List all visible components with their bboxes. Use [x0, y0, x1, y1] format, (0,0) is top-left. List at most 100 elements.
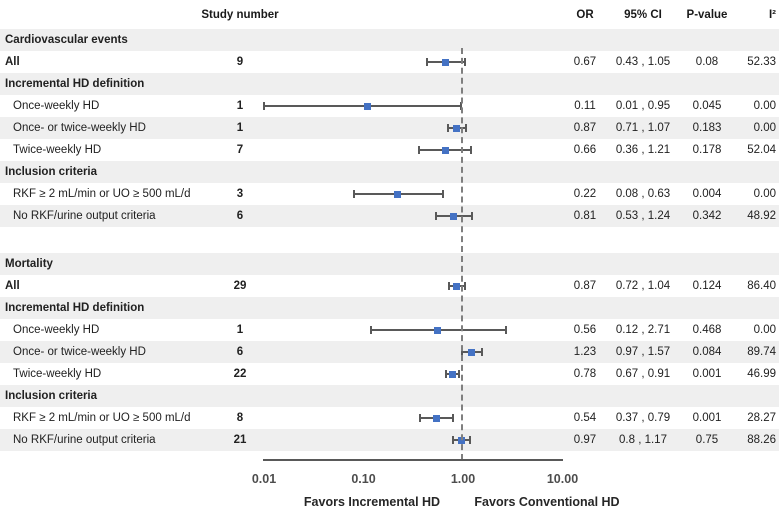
p-value: 0.001 — [692, 368, 722, 380]
ci-cap-left — [434, 212, 437, 220]
ci-cap-left — [447, 282, 450, 290]
data-row: Once-weekly HD 1 0.56 0.12 , 2.71 0.468 0.00 — [0, 319, 779, 341]
ci-value: 0.36 , 1.21 — [615, 144, 671, 156]
ci-cap-left — [452, 436, 455, 444]
or-value: 0.81 — [573, 210, 597, 222]
section-header-label: Inclusion criteria — [5, 166, 98, 178]
or-value: 0.97 — [573, 434, 597, 446]
study-number: 3 — [236, 188, 244, 200]
row-label: Twice-weekly HD — [13, 368, 102, 380]
study-number: 8 — [236, 412, 244, 424]
section-header-row: Inclusion criteria — [0, 385, 779, 407]
study-number: 9 — [236, 56, 244, 68]
or-marker — [453, 282, 461, 290]
or-marker — [432, 414, 440, 422]
row-label: Once- or twice-weekly HD — [13, 122, 146, 134]
section-header-label: Inclusion criteria — [5, 390, 98, 402]
row-label: Twice-weekly HD — [13, 144, 102, 156]
section-header-row: Incremental HD definition — [0, 73, 779, 95]
ci-cap-left — [425, 58, 428, 66]
row-label: RKF ≥ 2 mL/min or UO ≥ 500 mL/d — [13, 188, 191, 200]
study-number: 1 — [236, 122, 244, 134]
ci-cap-right — [470, 146, 473, 154]
i2-value: 0.00 — [753, 188, 776, 200]
row-label: No RKF/urine output criteria — [13, 434, 156, 446]
or-marker — [442, 58, 450, 66]
data-row: No RKF/urine output criteria 6 0.81 0.53 , … — [0, 205, 779, 227]
or-value: 0.67 — [573, 56, 597, 68]
or-marker — [453, 124, 461, 132]
section-header-label: Incremental HD definition — [5, 78, 145, 90]
row-label: No RKF/urine output criteria — [13, 210, 156, 222]
ci-value: 0.67 , 0.91 — [615, 368, 671, 380]
or-marker — [364, 102, 372, 110]
i2-value: 52.33 — [747, 56, 776, 68]
or-value: 0.56 — [573, 324, 597, 336]
ci-cap-right — [505, 326, 508, 334]
row-label: All — [5, 280, 20, 292]
data-row: All 9 0.67 0.43 , 1.05 0.08 52.33 — [0, 51, 779, 73]
i2-value: 28.27 — [747, 412, 776, 424]
data-row: Once- or twice-weekly HD 1 0.87 0.71 , 1.07… — [0, 117, 779, 139]
ci-cap-left — [447, 124, 450, 132]
study-number: 29 — [233, 280, 247, 292]
data-row: Once-weekly HD 1 0.11 0.01 , 0.95 0.045 0.00 — [0, 95, 779, 117]
ci-cap-left — [352, 190, 355, 198]
column-header-i-squared: I² — [768, 9, 776, 21]
i2-value: 0.00 — [753, 122, 776, 134]
or-value: 0.11 — [574, 100, 596, 112]
study-number: 7 — [236, 144, 244, 156]
study-number: 6 — [236, 210, 244, 222]
column-header-or: OR — [576, 9, 594, 21]
or-marker — [434, 326, 442, 334]
study-number: 21 — [233, 434, 247, 446]
data-row: No RKF/urine output criteria 21 0.97 0.8 , … — [0, 429, 779, 451]
or-marker — [468, 348, 476, 356]
or-value: 0.78 — [573, 368, 597, 380]
ci-value: 0.53 , 1.24 — [615, 210, 671, 222]
or-value: 0.87 — [573, 122, 597, 134]
column-header-row: Study number OR 95% CI P-value I² — [0, 0, 779, 29]
p-value: 0.08 — [695, 56, 719, 68]
column-header-study-number: Study number — [201, 9, 279, 21]
ci-value: 0.12 , 2.71 — [615, 324, 671, 336]
ci-value: 0.72 , 1.04 — [615, 280, 671, 292]
ci-value: 0.71 , 1.07 — [615, 122, 671, 134]
data-row: Once- or twice-weekly HD 6 1.23 0.97 , 1.57… — [0, 341, 779, 363]
ci-cap-right — [464, 124, 467, 132]
x-axis-tick-label: 1.00 — [450, 472, 476, 486]
or-value: 0.87 — [573, 280, 597, 292]
or-marker — [441, 146, 449, 154]
row-label: Once-weekly HD — [13, 324, 100, 336]
p-value: 0.183 — [692, 122, 722, 134]
ci-cap-left — [419, 414, 422, 422]
p-value: 0.75 — [695, 434, 719, 446]
section-header-row: Mortality — [0, 253, 779, 275]
ci-cap-left — [444, 370, 447, 378]
or-marker — [448, 370, 456, 378]
or-marker — [450, 212, 458, 220]
ci-cap-right — [442, 190, 445, 198]
row-label: RKF ≥ 2 mL/min or UO ≥ 500 mL/d — [13, 412, 191, 424]
ci-value: 0.01 , 0.95 — [615, 100, 671, 112]
data-row: Twice-weekly HD 22 0.78 0.67 , 0.91 0.001 46.… — [0, 363, 779, 385]
section-header-row: Inclusion criteria — [0, 161, 779, 183]
column-header-p-value: P-value — [686, 9, 728, 21]
ci-cap-right — [459, 102, 462, 110]
data-row: All 29 0.87 0.72 , 1.04 0.124 86.40 — [0, 275, 779, 297]
data-row: RKF ≥ 2 mL/min or UO ≥ 500 mL/d 3 0.22 0.08… — [0, 183, 779, 205]
i2-value: 86.40 — [747, 280, 776, 292]
p-value: 0.084 — [692, 346, 722, 358]
x-axis-tick-label: 0.10 — [351, 472, 376, 486]
ci-cap-right — [464, 58, 467, 66]
p-value: 0.045 — [692, 100, 722, 112]
ci-cap-left — [370, 326, 373, 334]
row-label: All — [5, 56, 20, 68]
i2-value: 89.74 — [747, 346, 776, 358]
i2-value: 52.04 — [747, 144, 776, 156]
i2-value: 0.00 — [753, 324, 776, 336]
p-value: 0.001 — [692, 412, 722, 424]
section-header-row: Incremental HD definition — [0, 297, 779, 319]
x-axis-tick-label: 0.01 — [251, 472, 277, 486]
